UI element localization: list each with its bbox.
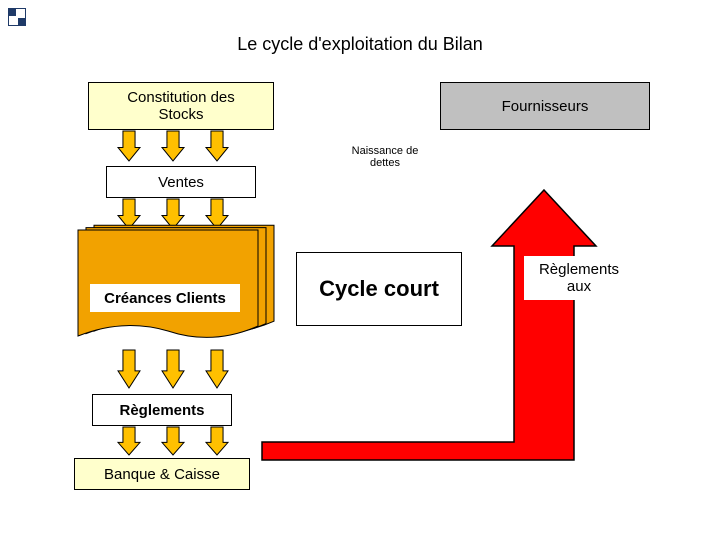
- down-arrow-icon: [162, 131, 184, 161]
- down-arrow-icon: [162, 350, 184, 388]
- down-arrow-icon: [162, 199, 184, 229]
- box-cycle: Cycle court: [296, 252, 462, 326]
- box-banque: Banque & Caisse: [74, 458, 250, 490]
- box-constitution: Constitution des Stocks: [88, 82, 274, 130]
- down-arrow-icon: [206, 350, 228, 388]
- down-arrow-icon: [118, 350, 140, 388]
- down-arrow-icon: [118, 427, 140, 455]
- down-arrow-icon: [206, 199, 228, 229]
- box-regl_aux: Règlements aux: [524, 256, 634, 300]
- box-creances: Créances Clients: [90, 284, 240, 312]
- box-fournisseurs: Fournisseurs: [440, 82, 650, 130]
- box-ventes: Ventes: [106, 166, 256, 198]
- box-naissance: Naissance de dettes: [330, 140, 440, 174]
- down-arrow-icon: [206, 131, 228, 161]
- down-arrow-icon: [118, 131, 140, 161]
- down-arrow-icon: [118, 199, 140, 229]
- down-arrow-icon: [162, 427, 184, 455]
- corner-decor: [8, 8, 26, 26]
- box-reglements: Règlements: [92, 394, 232, 426]
- down-arrow-icon: [206, 427, 228, 455]
- creances-card: [94, 225, 274, 332]
- diagram-title: Le cycle d'exploitation du Bilan: [0, 34, 720, 55]
- creances-card: [86, 228, 266, 335]
